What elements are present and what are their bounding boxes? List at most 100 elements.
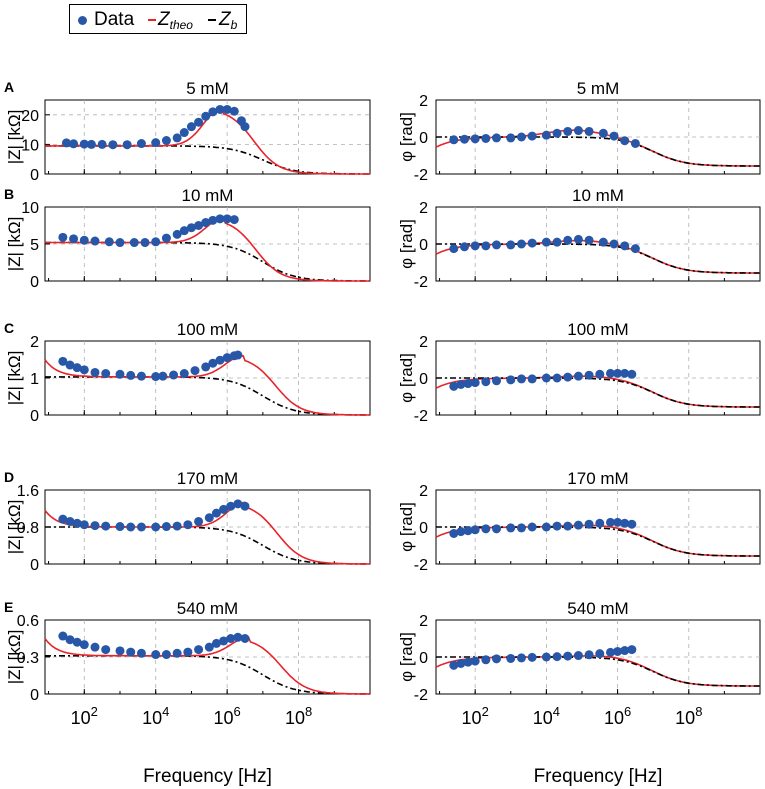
phase-data-point	[584, 235, 594, 245]
phase-data-point	[613, 646, 623, 656]
phase-data-point	[563, 235, 573, 245]
phase-data-point	[595, 369, 605, 379]
magnitude-data-point	[90, 642, 100, 652]
phase-ylabel: φ [rad]	[397, 632, 416, 682]
phase-ytick-label: -2	[414, 687, 428, 704]
magnitude-data-point	[179, 369, 189, 379]
magnitude-ygrid	[45, 340, 370, 416]
magnitude-ytick-label: 0	[30, 408, 39, 425]
magnitude-data-point	[58, 356, 68, 366]
legend: Data Ztheo Zb	[69, 4, 247, 34]
magnitude-data-point	[136, 139, 146, 149]
magnitude-ylabel: |Z| [kΩ]	[5, 217, 24, 272]
magnitude-ytick-label: 0	[30, 167, 39, 184]
magnitude-data-point	[219, 636, 229, 646]
magnitude-panel-title: 10 mM	[182, 186, 234, 205]
phase-panel-title: 540 mM	[567, 599, 628, 618]
magnitude-data-point	[172, 521, 182, 531]
magnitude-data-point	[79, 520, 89, 530]
legend-bulk-label: Zb	[219, 9, 238, 32]
magnitude-ytick-label: 1	[30, 371, 39, 388]
phase-ytick-label: -2	[414, 408, 428, 425]
phase-ytick-label: 0	[419, 237, 428, 254]
magnitude-data-point	[240, 122, 250, 132]
phase-data-point	[605, 368, 615, 378]
magnitude-data-point	[58, 232, 68, 242]
magnitude-data-point	[211, 638, 221, 648]
magnitude-data-point	[161, 650, 171, 660]
magnitude-data-point	[101, 645, 111, 655]
phase-ytick-label: 2	[419, 613, 428, 630]
magnitude-bulk-curve	[45, 526, 371, 565]
phase-data-point	[470, 656, 480, 666]
phase-data-point	[456, 379, 466, 389]
magnitude-ytick-label: 0	[30, 557, 39, 574]
phase-data-point	[620, 368, 630, 378]
phase-ylabel: φ [rad]	[397, 353, 416, 403]
magnitude-data-point	[69, 234, 79, 244]
magnitude-data-point	[115, 522, 125, 532]
phase-ytick-label: 0	[419, 650, 428, 667]
magnitude-data-point	[201, 111, 211, 121]
magnitude-data-point	[136, 371, 146, 381]
phase-data-point	[630, 138, 640, 148]
phase-ytick-label: 2	[419, 334, 428, 351]
magnitude-data-point	[222, 353, 232, 363]
magnitude-data-point	[79, 235, 89, 245]
magnitude-data-point	[101, 369, 111, 379]
phase-data-point	[516, 374, 526, 384]
magnitude-data-point	[201, 362, 211, 372]
magnitude-data-point	[179, 128, 189, 138]
panel-letter: A	[4, 79, 14, 95]
phase-data-point	[584, 370, 594, 380]
magnitude-data-point	[240, 634, 250, 643]
phase-data-point	[456, 658, 466, 668]
magnitude-data-point	[233, 499, 243, 509]
magnitude-data-point	[194, 221, 204, 230]
phase-data-point	[563, 651, 573, 661]
phase-data-point	[620, 646, 630, 656]
magnitude-data-point	[222, 214, 232, 224]
phase-ytick-label: -2	[414, 274, 428, 291]
phase-data-point	[605, 647, 615, 657]
phase-data-point	[620, 136, 630, 146]
magnitude-data-point	[69, 139, 79, 149]
phase-data-point	[620, 241, 630, 251]
magnitude-data-point	[65, 360, 75, 370]
phase-data-point	[463, 526, 473, 536]
magnitude-bulk-curve	[45, 655, 371, 695]
magnitude-ytick-label: 0	[30, 687, 39, 704]
phase-data-point	[481, 241, 491, 251]
magnitude-data-point	[151, 372, 161, 382]
magnitude-data-point	[122, 140, 132, 150]
phase-data-point	[516, 653, 526, 663]
magnitude-data-point	[194, 516, 204, 526]
x-tick-label: 108	[285, 704, 312, 728]
phase-data-point	[463, 379, 473, 389]
magnitude-data-point	[233, 350, 243, 360]
phase-data-point	[573, 651, 583, 661]
magnitude-panel-frame	[44, 99, 371, 175]
magnitude-data-point	[233, 632, 243, 642]
magnitude-panel-title: 540 mM	[177, 599, 238, 618]
magnitude-data-point	[65, 516, 75, 526]
phase-data-point	[552, 373, 562, 383]
magnitude-theo-curve	[44, 636, 371, 695]
phase-data-point	[552, 652, 562, 662]
phase-data-point	[449, 660, 459, 670]
phase-data-point	[470, 134, 480, 144]
phase-data-point	[492, 376, 502, 386]
phase-data-point	[630, 244, 640, 254]
magnitude-data-point	[201, 218, 211, 228]
magnitude-ygrid	[45, 619, 370, 695]
phase-data-point	[595, 649, 605, 659]
magnitude-bulk-curve	[45, 145, 370, 175]
x-tick-label: 102	[462, 704, 489, 728]
phase-ytick-label: 0	[419, 130, 428, 147]
phase-data-point	[613, 368, 623, 378]
magnitude-data-point	[183, 647, 193, 657]
magnitude-data-point	[229, 106, 239, 116]
magnitude-data-point	[72, 518, 82, 528]
phase-data-point	[541, 130, 551, 140]
